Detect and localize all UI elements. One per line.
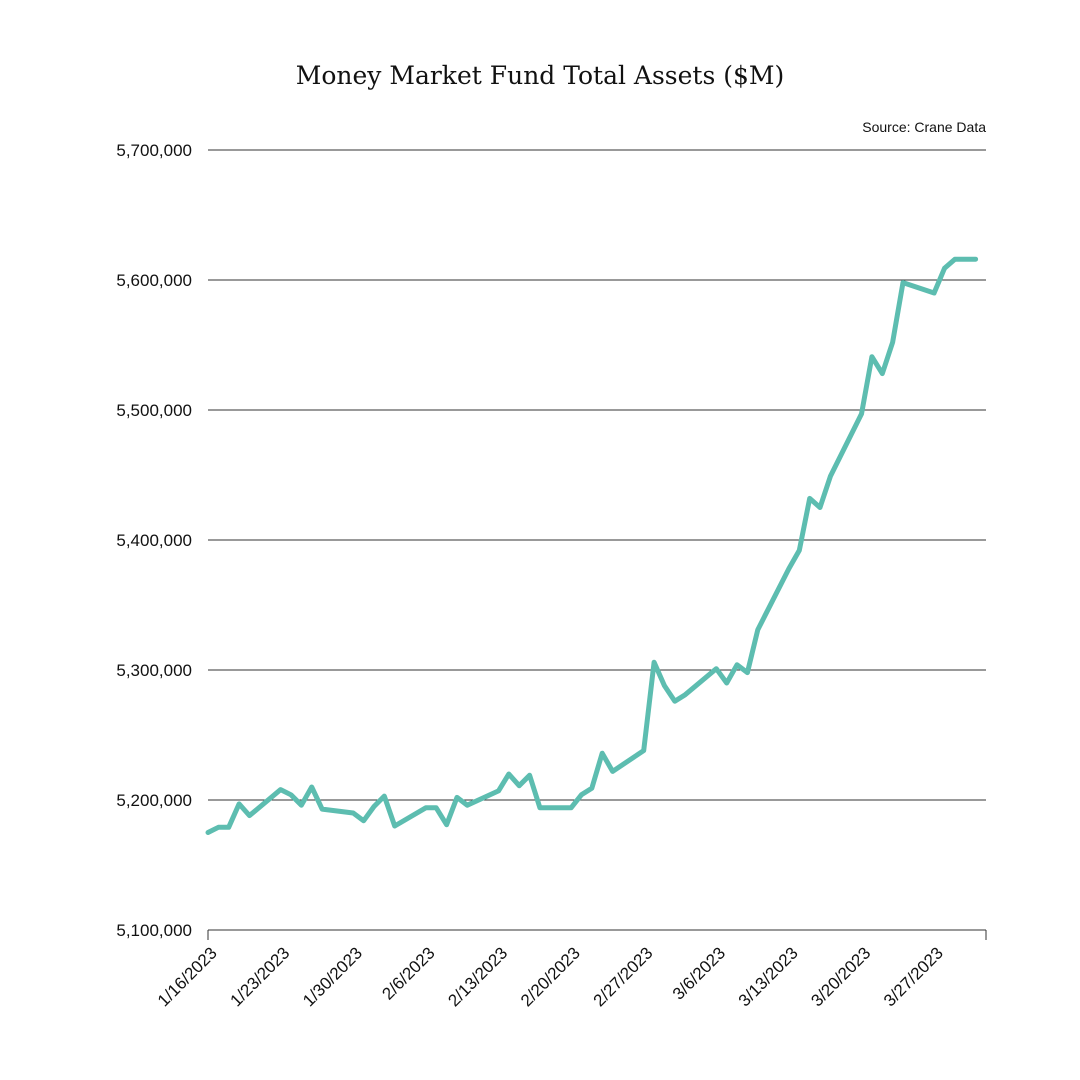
x-tick-label: 2/13/2023 xyxy=(444,943,511,1010)
y-tick-label: 5,300,000 xyxy=(116,661,192,680)
chart-title: Money Market Fund Total Assets ($M) xyxy=(296,61,785,90)
y-tick-label: 5,100,000 xyxy=(116,921,192,940)
y-tick-label: 5,600,000 xyxy=(116,271,192,290)
x-tick-label: 3/27/2023 xyxy=(880,943,947,1010)
series-line xyxy=(205,256,979,835)
y-tick-label: 5,500,000 xyxy=(116,401,192,420)
gridlines xyxy=(208,149,986,801)
source-note: Source: Crane Data xyxy=(862,119,986,135)
x-tick-label: 2/6/2023 xyxy=(378,943,438,1003)
x-axis xyxy=(207,929,987,940)
y-tick-label: 5,200,000 xyxy=(116,791,192,810)
series-group xyxy=(205,256,979,835)
x-tick-label: 1/16/2023 xyxy=(154,943,221,1010)
x-tick-label: 3/13/2023 xyxy=(735,943,802,1010)
y-tick-label: 5,700,000 xyxy=(116,141,192,160)
x-axis-tick-labels: 1/16/2023 1/23/2023 1/30/2023 2/6/2023 2/13/… xyxy=(154,943,947,1010)
x-tick-label: 2/27/2023 xyxy=(590,943,657,1010)
x-tick-label: 3/6/2023 xyxy=(669,943,729,1003)
x-tick-label: 2/20/2023 xyxy=(517,943,584,1010)
y-axis-tick-labels: 5,100,000 5,200,000 5,300,000 5,400,000 5,50… xyxy=(116,141,192,940)
y-tick-label: 5,400,000 xyxy=(116,531,192,550)
x-tick-label: 1/30/2023 xyxy=(299,943,366,1010)
x-tick-label: 1/23/2023 xyxy=(227,943,294,1010)
x-tick-label: 3/20/2023 xyxy=(807,943,874,1010)
